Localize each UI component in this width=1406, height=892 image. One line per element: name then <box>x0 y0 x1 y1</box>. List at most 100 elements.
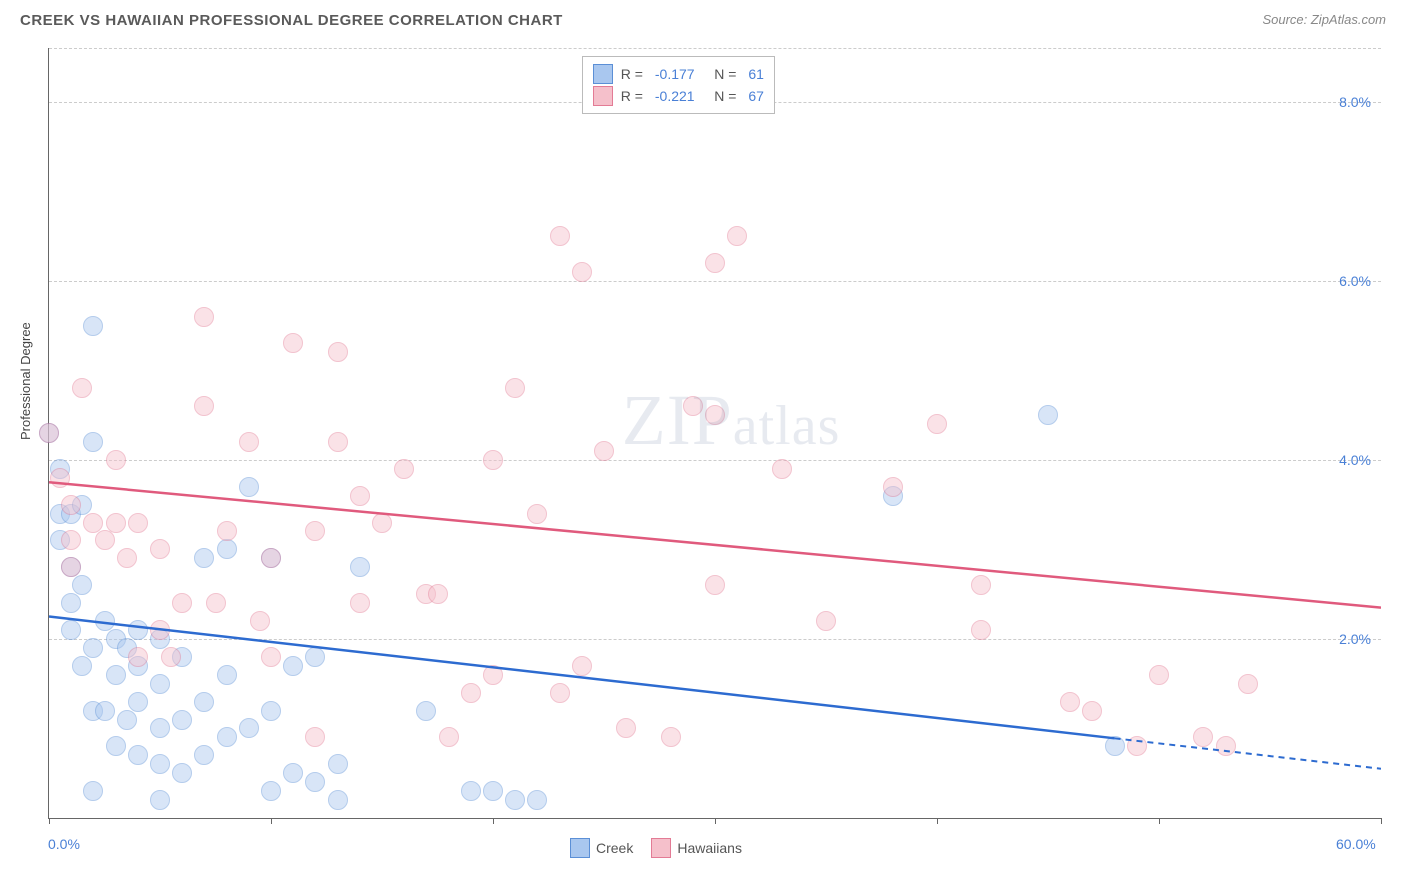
x-tick <box>937 818 938 824</box>
scatter-point <box>83 432 103 452</box>
legend-n-label: N = <box>703 63 741 85</box>
scatter-point <box>1193 727 1213 747</box>
scatter-point <box>61 557 81 577</box>
scatter-point <box>61 530 81 550</box>
scatter-point <box>350 593 370 613</box>
scatter-point <box>705 405 725 425</box>
scatter-point <box>283 333 303 353</box>
x-tick <box>493 818 494 824</box>
x-axis-max-label: 60.0% <box>1336 836 1376 852</box>
legend-swatch <box>593 64 613 84</box>
scatter-point <box>727 226 747 246</box>
scatter-point <box>150 790 170 810</box>
chart-title: CREEK VS HAWAIIAN PROFESSIONAL DEGREE CO… <box>20 12 563 29</box>
scatter-point <box>328 432 348 452</box>
scatter-point <box>971 575 991 595</box>
legend-r-label: R = <box>621 85 647 107</box>
scatter-point <box>483 781 503 801</box>
scatter-point <box>416 701 436 721</box>
scatter-point <box>372 513 392 533</box>
scatter-point <box>1238 674 1258 694</box>
scatter-point <box>217 521 237 541</box>
legend-item: Hawaiians <box>651 838 742 858</box>
scatter-point <box>483 450 503 470</box>
scatter-point <box>172 593 192 613</box>
scatter-point <box>261 781 281 801</box>
scatter-point <box>106 736 126 756</box>
scatter-point <box>305 647 325 667</box>
legend-r-value: -0.221 <box>655 85 695 107</box>
scatter-point <box>194 396 214 416</box>
x-tick <box>715 818 716 824</box>
scatter-point <box>128 647 148 667</box>
scatter-point <box>883 477 903 497</box>
gridline <box>49 639 1381 640</box>
scatter-point <box>83 513 103 533</box>
scatter-point <box>50 468 70 488</box>
scatter-point <box>350 486 370 506</box>
scatter-point <box>39 423 59 443</box>
legend-series-label: Creek <box>596 840 633 856</box>
y-axis-label: Professional Degree <box>18 322 33 440</box>
legend-swatch <box>651 838 671 858</box>
scatter-point <box>550 226 570 246</box>
scatter-point <box>594 441 614 461</box>
scatter-point <box>328 754 348 774</box>
scatter-point <box>239 718 259 738</box>
scatter-point <box>772 459 792 479</box>
scatter-point <box>83 638 103 658</box>
scatter-point <box>250 611 270 631</box>
x-tick <box>1159 818 1160 824</box>
scatter-point <box>172 763 192 783</box>
scatter-point <box>106 450 126 470</box>
legend-stat-row: R = -0.221 N = 67 <box>593 85 764 107</box>
scatter-point <box>206 593 226 613</box>
scatter-point <box>117 548 137 568</box>
scatter-point <box>61 620 81 640</box>
chart-plot-area: 2.0%4.0%6.0%8.0% R = -0.177 N = 61R = -0… <box>48 48 1381 819</box>
x-axis-min-label: 0.0% <box>48 836 80 852</box>
scatter-point <box>261 548 281 568</box>
scatter-point <box>505 790 525 810</box>
scatter-point <box>971 620 991 640</box>
scatter-point <box>261 647 281 667</box>
legend-swatch <box>570 838 590 858</box>
legend-item: Creek <box>570 838 633 858</box>
scatter-point <box>150 539 170 559</box>
scatter-point <box>1105 736 1125 756</box>
x-tick <box>1381 818 1382 824</box>
legend-r-value: -0.177 <box>655 63 695 85</box>
scatter-point <box>328 342 348 362</box>
scatter-point <box>428 584 448 604</box>
source-attribution: Source: ZipAtlas.com <box>1262 12 1386 27</box>
scatter-point <box>461 683 481 703</box>
scatter-point <box>128 745 148 765</box>
scatter-point <box>1082 701 1102 721</box>
scatter-point <box>483 665 503 685</box>
scatter-point <box>439 727 459 747</box>
scatter-point <box>283 763 303 783</box>
legend-n-label: N = <box>703 85 741 107</box>
scatter-point <box>572 262 592 282</box>
scatter-point <box>1149 665 1169 685</box>
scatter-point <box>527 790 547 810</box>
legend-stat-row: R = -0.177 N = 61 <box>593 63 764 85</box>
scatter-point <box>194 745 214 765</box>
scatter-point <box>816 611 836 631</box>
scatter-point <box>239 477 259 497</box>
scatter-point <box>72 656 92 676</box>
scatter-point <box>95 611 115 631</box>
scatter-point <box>350 557 370 577</box>
scatter-point <box>572 656 592 676</box>
y-tick-label: 6.0% <box>1339 273 1371 289</box>
gridline <box>49 281 1381 282</box>
scatter-point <box>1060 692 1080 712</box>
scatter-point <box>305 521 325 541</box>
scatter-point <box>128 513 148 533</box>
scatter-point <box>150 620 170 640</box>
y-tick-label: 8.0% <box>1339 94 1371 110</box>
gridline <box>49 460 1381 461</box>
scatter-point <box>527 504 547 524</box>
scatter-point <box>128 620 148 640</box>
legend-n-value: 61 <box>748 63 764 85</box>
